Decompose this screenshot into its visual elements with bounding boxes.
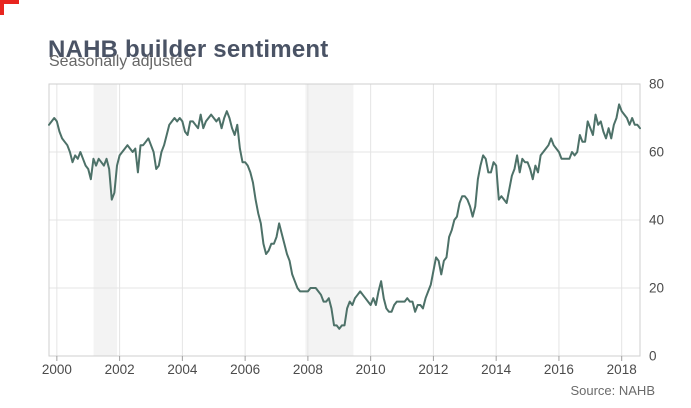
x-axis-label: 2000 xyxy=(42,362,72,377)
source-attribution: Source: NAHB xyxy=(570,383,655,398)
x-axis-label: 2004 xyxy=(167,362,198,377)
plot-border xyxy=(48,83,641,357)
y-axis-label: 40 xyxy=(649,213,664,228)
brand-corner-mark xyxy=(0,0,19,15)
x-axis-label: 2010 xyxy=(356,362,386,377)
y-axis-label: 0 xyxy=(649,349,657,364)
x-axis-label: 2006 xyxy=(230,362,260,377)
x-axis-label: 2018 xyxy=(607,362,637,377)
x-axis-label: 2002 xyxy=(105,362,135,377)
chart-title: NAHB builder sentiment xyxy=(48,36,329,64)
x-axis-label: 2012 xyxy=(418,362,448,377)
y-axis-label: 60 xyxy=(649,145,664,160)
x-axis-label: 2014 xyxy=(481,362,512,377)
sentiment-line xyxy=(48,103,641,330)
y-axis-label: 20 xyxy=(649,281,664,296)
x-axis-label: 2008 xyxy=(293,362,323,377)
chart-subtitle: Seasonally adjusted xyxy=(49,53,193,70)
y-axis-label: 80 xyxy=(649,77,664,92)
x-axis-label: 2016 xyxy=(544,362,574,377)
